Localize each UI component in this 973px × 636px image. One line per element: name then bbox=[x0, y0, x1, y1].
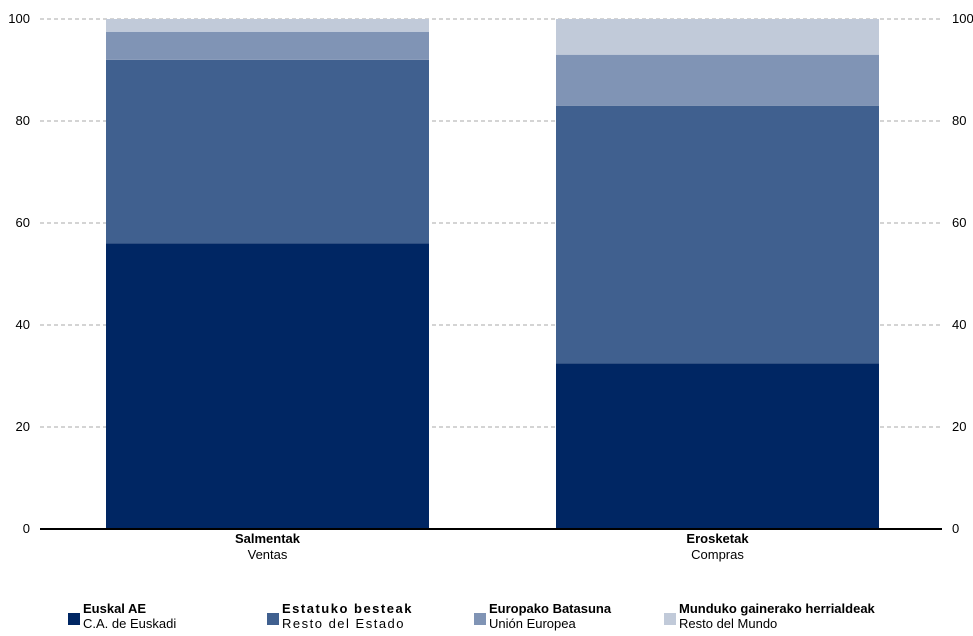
legend-name: Euskal AE bbox=[83, 601, 147, 616]
bars bbox=[106, 19, 879, 529]
y-tick-label-left: 40 bbox=[16, 317, 30, 332]
y-tick-label-right: 40 bbox=[952, 317, 966, 332]
bar-segment bbox=[556, 19, 879, 55]
bar-segment bbox=[106, 243, 429, 529]
legend-label: Euskal AE C.A. de Euskadi bbox=[83, 601, 176, 631]
bar-segment bbox=[556, 363, 879, 529]
legend-subname: Unión Europea bbox=[489, 616, 576, 631]
y-tick-label-right: 60 bbox=[952, 215, 966, 230]
bar-segment bbox=[106, 19, 429, 32]
legend: Euskal AE C.A. de Euskadi Estatuko beste… bbox=[68, 601, 968, 635]
bar-segment bbox=[556, 105, 879, 364]
legend-subname: C.A. de Euskadi bbox=[83, 616, 177, 631]
y-tick-label-left: 20 bbox=[16, 419, 30, 434]
y-axis-left-ticks: 0 20 40 60 80 100 bbox=[8, 11, 30, 536]
category-sublabel: Compras bbox=[691, 547, 744, 562]
legend-label: Estatuko besteak Resto del Estado bbox=[282, 601, 413, 631]
y-tick-label-right: 0 bbox=[952, 521, 959, 536]
y-tick-label-right: 100 bbox=[952, 11, 973, 26]
y-tick-label-left: 60 bbox=[16, 215, 30, 230]
y-tick-label-left: 80 bbox=[16, 113, 30, 128]
category-label: Erosketak bbox=[686, 531, 749, 546]
legend-subname: Resto del Mundo bbox=[679, 616, 778, 631]
category-label: Salmentak bbox=[235, 531, 301, 546]
legend-swatch bbox=[474, 613, 486, 625]
y-tick-label-right: 80 bbox=[952, 113, 966, 128]
bar-segment bbox=[556, 54, 879, 106]
bar-segment bbox=[106, 31, 429, 60]
legend-name: Europako Batasuna bbox=[489, 601, 612, 616]
legend-label: Munduko gainerako herrialdeak Resto del … bbox=[679, 601, 875, 631]
legend-swatch bbox=[267, 613, 279, 625]
y-tick-label-left: 0 bbox=[23, 521, 30, 536]
y-tick-label-right: 20 bbox=[952, 419, 966, 434]
legend-subname: Resto del Estado bbox=[282, 616, 406, 631]
legend-swatch bbox=[664, 613, 676, 625]
legend-label: Europako Batasuna Unión Europea bbox=[489, 601, 611, 631]
legend-swatch bbox=[68, 613, 80, 625]
y-axis-right-ticks: 0 20 40 60 80 100 bbox=[952, 11, 973, 536]
legend-name: Munduko gainerako herrialdeak bbox=[679, 601, 875, 616]
legend-name: Estatuko besteak bbox=[282, 601, 413, 616]
category-sublabel: Ventas bbox=[248, 547, 288, 562]
y-tick-label-left: 100 bbox=[8, 11, 30, 26]
bar-segment bbox=[106, 59, 429, 244]
